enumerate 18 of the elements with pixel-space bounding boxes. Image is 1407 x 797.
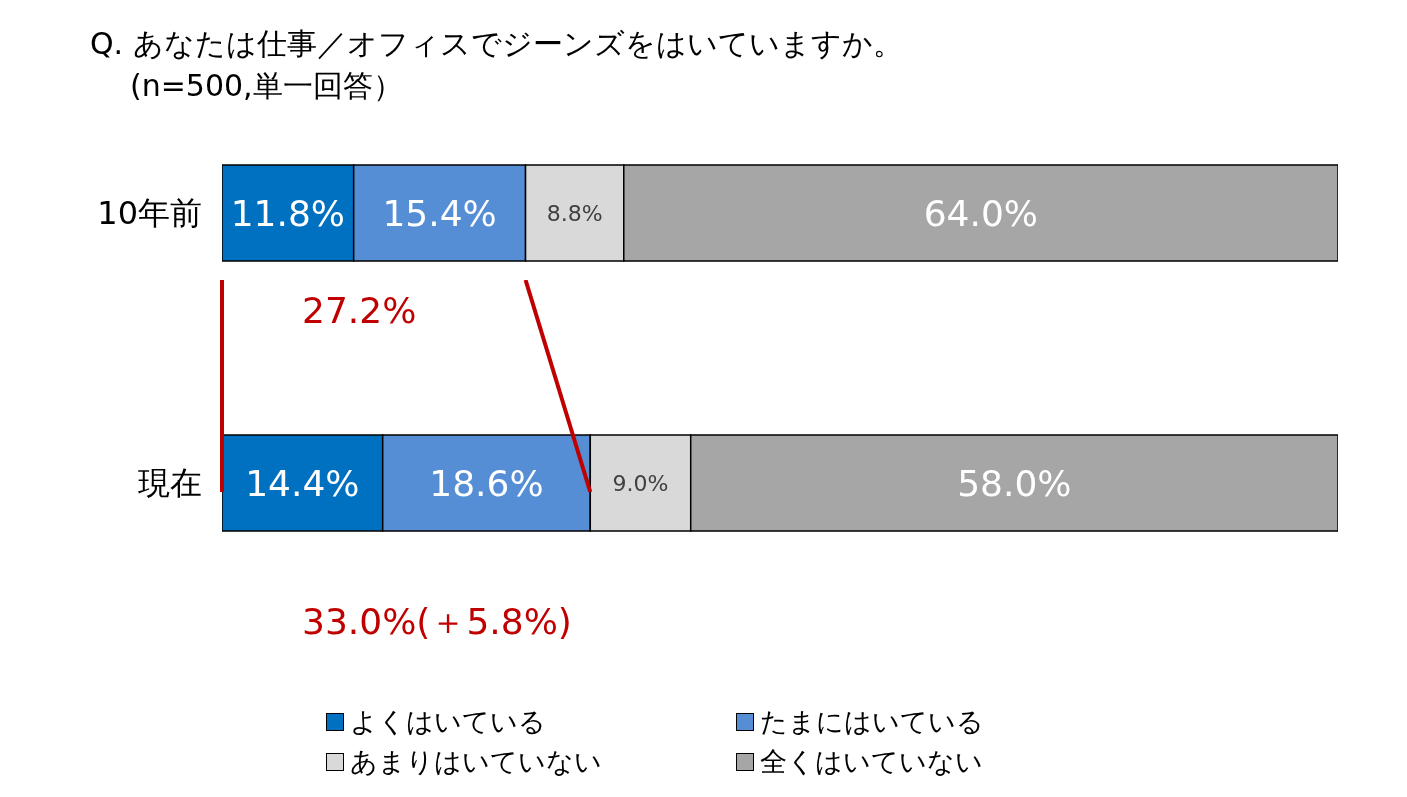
- annotation: 27.2%: [302, 290, 417, 331]
- annotation: 33.0%(＋5.8%): [302, 600, 572, 644]
- data-label: 58.0%: [957, 462, 1072, 504]
- data-label: 18.6%: [429, 462, 544, 504]
- legend-label: たまにはいている: [760, 705, 984, 739]
- data-label: 8.8%: [546, 200, 603, 226]
- legend-label: よくはいている: [350, 705, 546, 739]
- data-label: 14.4%: [245, 462, 360, 504]
- chart-subtitle: (n=500,単一回答）: [130, 67, 403, 105]
- y-tick-label: 現在: [138, 464, 202, 503]
- legend-label: 全くはいていない: [760, 745, 983, 779]
- data-label: 11.8%: [230, 192, 346, 234]
- legend-label: あまりはいていない: [350, 745, 602, 779]
- chart-title: Q. あなたは仕事／オフィスでジーンズをはいていますか。: [90, 25, 903, 63]
- data-label: 15.4%: [382, 192, 497, 234]
- data-label: 64.0%: [923, 192, 1039, 234]
- data-label: 9.0%: [612, 470, 669, 496]
- y-tick-label: 10年前: [97, 194, 202, 233]
